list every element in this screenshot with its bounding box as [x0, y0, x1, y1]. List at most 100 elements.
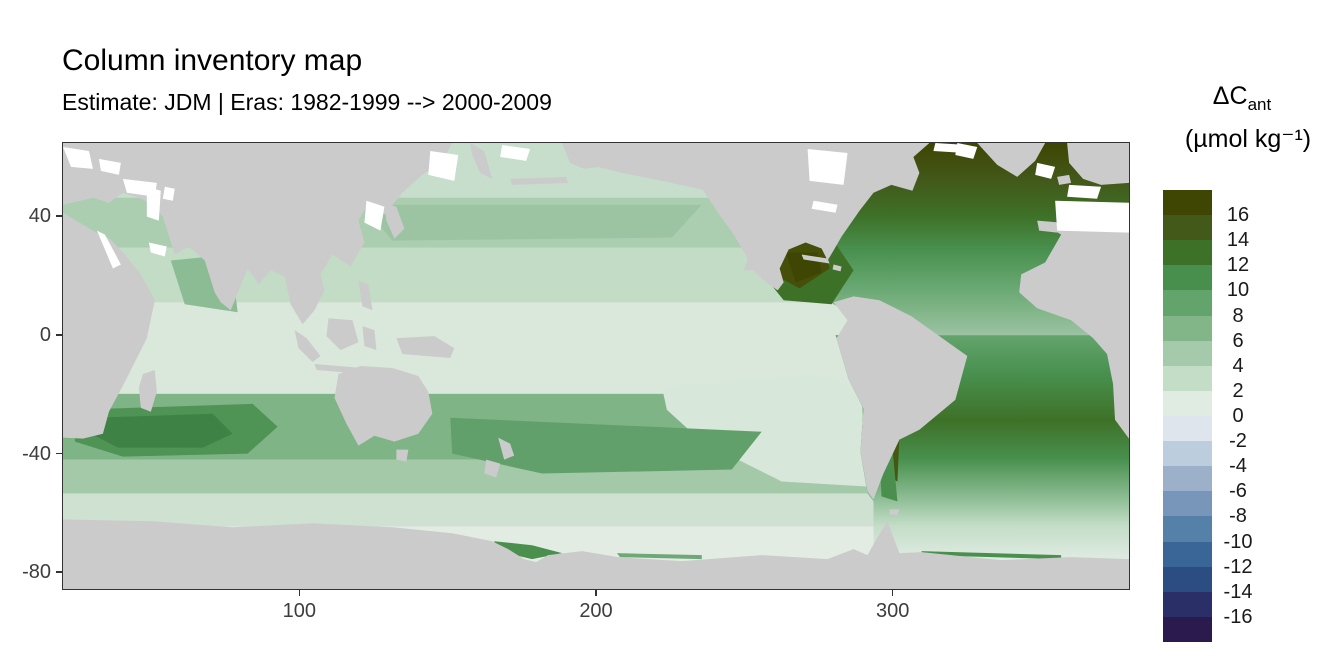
na-bering — [500, 144, 531, 161]
na-persian-gulf — [148, 242, 167, 257]
legend-units: (µmol kg⁻¹) — [1184, 125, 1312, 153]
na-red-sea — [96, 230, 121, 269]
y-tick-mark — [56, 334, 62, 336]
legend-tick-label: 8 — [1232, 304, 1244, 327]
land-borneo — [326, 318, 359, 351]
y-tick-label: 40 — [28, 205, 51, 228]
legend-band — [1163, 265, 1212, 291]
page-subtitle: Estimate: JDM | Eras: 1982-1999 --> 2000… — [62, 89, 552, 115]
legend-tick-label: 0 — [1232, 405, 1244, 427]
legend-band — [1163, 215, 1212, 241]
land-antarctica — [63, 519, 1129, 589]
legend-tick-label: -14 — [1223, 580, 1253, 603]
land-cuba — [801, 254, 830, 264]
legend-band — [1163, 240, 1212, 266]
legend-tick-label: 6 — [1232, 329, 1244, 352]
na-north-sea — [1067, 184, 1102, 199]
land-kamchatka — [470, 143, 493, 179]
se-pacific-pale-tongue — [661, 373, 867, 487]
legend-band — [1163, 566, 1212, 592]
land-africa-right — [1019, 228, 1129, 439]
legend-tick-label: -10 — [1223, 530, 1253, 553]
sw-indian-dark-core — [92, 413, 233, 448]
land-south-america — [833, 296, 968, 500]
land-australia — [334, 366, 433, 446]
legend-tick-label: -16 — [1223, 605, 1253, 628]
legend-title-main: ΔC — [1212, 82, 1248, 110]
land-hispaniola — [832, 264, 842, 272]
land-new-guinea — [396, 336, 455, 359]
legend-band — [1163, 466, 1212, 492]
x-tick-label: 100 — [282, 600, 317, 622]
land-eurasia — [63, 143, 453, 325]
map-panel — [62, 142, 1130, 590]
na-sea-of-japan — [364, 200, 385, 231]
y-tick-mark — [56, 215, 62, 217]
y-tick-label: -40 — [22, 442, 51, 465]
legend-band — [1163, 340, 1212, 366]
page-title: Column inventory map — [62, 44, 363, 77]
land-africa-west — [63, 212, 155, 439]
land-sulawesi — [362, 326, 377, 351]
legend-tick-label: -12 — [1223, 555, 1253, 578]
ross-sea-fringe — [494, 541, 563, 560]
na-okhotsk — [428, 150, 459, 181]
y-tick-mark — [56, 571, 62, 573]
x-tick-mark — [595, 590, 597, 596]
na-caspian — [146, 186, 161, 221]
x-tick-label: 300 — [875, 600, 910, 622]
legend-tick-label: 10 — [1226, 279, 1250, 302]
x-tick-mark — [298, 590, 301, 596]
land-europe-right — [1067, 143, 1129, 185]
x-tick-mark — [891, 590, 894, 596]
legend-tick-label: -2 — [1229, 430, 1247, 453]
legend-tick-label: 12 — [1226, 254, 1250, 277]
sw-pacific-band — [450, 417, 762, 474]
na-arctic-top — [933, 143, 968, 153]
legend-tick-label: -8 — [1229, 505, 1247, 528]
land-tasmania — [396, 449, 409, 462]
legend-tick-label: 14 — [1226, 229, 1250, 252]
legend-tick-label: -4 — [1229, 455, 1247, 478]
na-mediterranean — [1055, 200, 1129, 233]
colorbar — [1163, 190, 1212, 642]
land-japan — [384, 202, 405, 239]
land-greenland — [977, 143, 1046, 177]
y-tick-label: -80 — [22, 561, 51, 584]
x-tick-label: 200 — [579, 600, 613, 622]
na-hudson-bay — [807, 148, 848, 185]
legend-tick-label: 4 — [1232, 354, 1244, 377]
legend-band — [1163, 616, 1212, 642]
na-great-lakes — [811, 200, 838, 213]
land-iceland — [1057, 174, 1072, 185]
legend-tick-label: 16 — [1226, 204, 1250, 227]
n-pacific-band-core — [362, 204, 702, 241]
legend-band — [1163, 441, 1212, 467]
antarctic-coast-fringe-2 — [921, 551, 1062, 560]
legend-band — [1163, 290, 1212, 316]
na-aral — [162, 186, 175, 201]
na-russian-lakes — [98, 158, 121, 175]
legend-band — [1163, 365, 1212, 391]
land-madagascar — [138, 369, 157, 412]
legend-title: ΔCant — [1160, 82, 1324, 115]
legend-band — [1163, 390, 1212, 416]
legend-band — [1163, 190, 1212, 216]
y-tick-label: 0 — [39, 323, 51, 346]
legend-tick-label: 2 — [1232, 379, 1244, 402]
world-map — [63, 143, 1129, 589]
legend-band — [1163, 541, 1212, 567]
na-baltic — [63, 146, 93, 169]
land-nz-south — [484, 459, 501, 478]
land-falklands — [889, 509, 900, 516]
y-tick-mark — [56, 452, 62, 455]
legend-band — [1163, 516, 1212, 542]
legend-band — [1163, 491, 1212, 517]
legend-band — [1163, 315, 1212, 341]
colorbar-legend: ΔCant (µmol kg⁻¹) 16 14 12 10 8 6 4 2 0 -2 -4 -6 -8-… — [1160, 82, 1344, 662]
land-sumatra — [294, 330, 321, 363]
legend-band — [1163, 415, 1212, 442]
na-greenland-east — [1035, 162, 1056, 179]
land-nz-north — [498, 437, 515, 460]
legend-band — [1163, 591, 1212, 617]
